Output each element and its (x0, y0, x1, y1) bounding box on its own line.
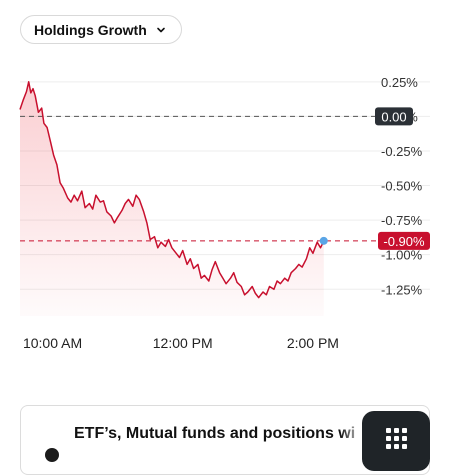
y-tick-label: -0.50% (381, 179, 423, 194)
current-value-badge (378, 231, 430, 250)
dropdown-label: Holdings Growth (34, 21, 147, 38)
y-tick-label: -1.00% (381, 248, 423, 263)
x-tick-label: 12:00 PM (153, 335, 213, 351)
current-value-dot (319, 236, 328, 245)
grid-icon (386, 428, 407, 449)
positions-card-title: ETF’s, Mutual funds and positions wi (74, 425, 356, 442)
chevron-down-icon (156, 27, 165, 32)
y-tick-label: -0.75% (381, 213, 423, 228)
baseline-badge (375, 107, 413, 126)
y-tick-label: -1.25% (381, 282, 423, 297)
y-tick-label: -0.25% (381, 144, 423, 159)
baseline-badge-label: 0.00 (381, 109, 406, 124)
x-tick-label: 2:00 PM (287, 335, 339, 351)
holdings-growth-chart[interactable]: 0.25%0.00%-0.25%-0.50%-0.75%-1.00%-1.25%… (0, 60, 450, 360)
y-tick-label: 0.25% (381, 75, 418, 90)
x-tick-label: 10:00 AM (23, 335, 82, 351)
card-avatar-icon (45, 448, 59, 462)
grid-menu-button[interactable] (362, 411, 430, 471)
holdings-growth-dropdown[interactable]: Holdings Growth (20, 15, 182, 44)
series-line (19, 81, 325, 299)
series-area (20, 81, 324, 316)
current-value-badge-label: -0.90% (383, 234, 425, 249)
card-title-fade (340, 418, 366, 446)
